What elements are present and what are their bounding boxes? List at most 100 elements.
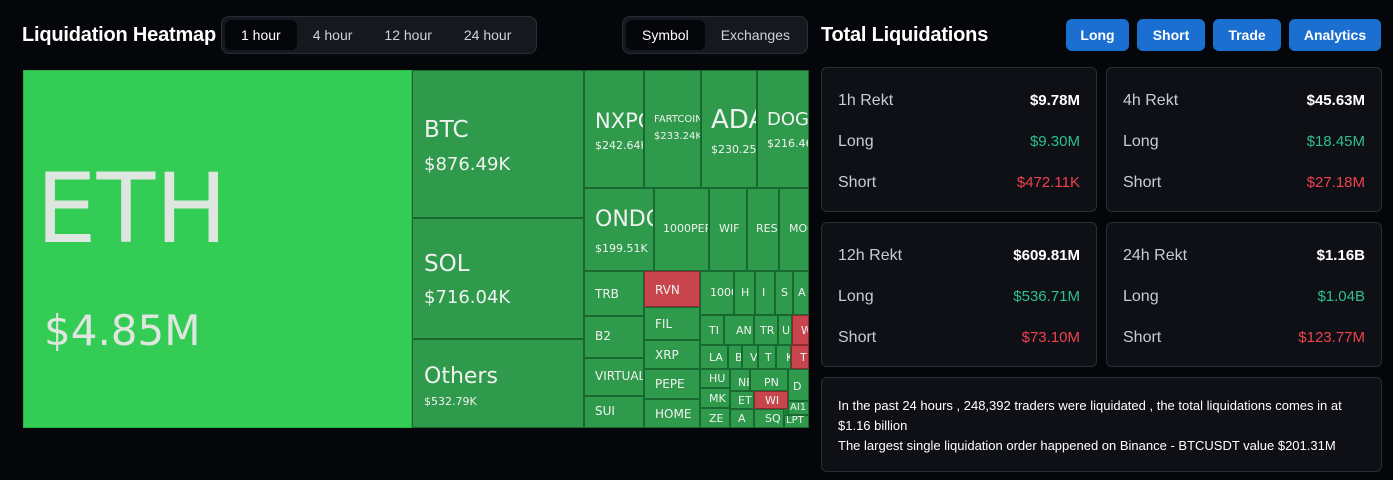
- long-value: $1.04B: [1317, 288, 1365, 305]
- stats-card-1h: 1h Rekt $9.78M Long $9.30M Short $472.11K: [821, 67, 1097, 212]
- tile-trb[interactable]: TRB: [584, 271, 644, 316]
- tile-small[interactable]: WI: [754, 391, 788, 409]
- tile-small[interactable]: TR: [754, 315, 778, 345]
- tile-ondo[interactable]: ONDO $199.51K: [584, 188, 654, 271]
- tile-res[interactable]: RES: [747, 188, 779, 271]
- tile-symbol: PEPE: [655, 377, 685, 391]
- tile-value: $199.51K: [595, 242, 648, 255]
- total-liquidations-title: Total Liquidations: [821, 24, 989, 46]
- tile-btc[interactable]: BTC $876.49K: [412, 70, 584, 218]
- tile-symbol: DOGE: [767, 109, 809, 130]
- tile-small[interactable]: H: [734, 271, 755, 315]
- long-label: Long: [1123, 133, 1159, 150]
- tile-xrp[interactable]: XRP: [644, 340, 700, 369]
- tile-small[interactable]: I: [755, 271, 775, 315]
- short-label: Short: [838, 174, 877, 191]
- tile-small[interactable]: T: [758, 345, 776, 369]
- tile-symbol: WIF: [719, 222, 740, 235]
- long-label: Long: [1123, 288, 1159, 305]
- card-label: 12h Rekt: [838, 247, 903, 264]
- tile-small[interactable]: MK: [700, 388, 730, 408]
- tile-sui[interactable]: SUI: [584, 396, 644, 428]
- tile-small[interactable]: V: [742, 345, 758, 369]
- short-button[interactable]: Short: [1137, 19, 1205, 51]
- tile-small[interactable]: T: [791, 345, 809, 369]
- tile-moo[interactable]: MOO: [779, 188, 809, 271]
- tile-symbol: ONDO: [595, 207, 653, 232]
- analytics-button[interactable]: Analytics: [1289, 19, 1381, 51]
- tile-symbol: 1000PEPE: [663, 222, 708, 235]
- tile-small[interactable]: B: [728, 345, 742, 369]
- tile-symbol: TRB: [595, 287, 619, 301]
- view-selector: Symbol Exchanges: [622, 16, 808, 54]
- long-label: Long: [838, 288, 874, 305]
- tab-exchanges[interactable]: Exchanges: [720, 27, 790, 43]
- tile-fil[interactable]: FIL: [644, 307, 700, 340]
- tile-others[interactable]: Others $532.79K: [412, 339, 584, 428]
- card-total: $9.78M: [1029, 92, 1080, 109]
- tile-small[interactable]: A: [730, 409, 754, 428]
- tile-symbol: FARTCOIN: [654, 114, 701, 125]
- short-value: $73.10M: [1021, 329, 1080, 346]
- summary-line-2: The largest single liquidation order hap…: [838, 438, 1336, 453]
- tile-pepe[interactable]: PEPE: [644, 369, 700, 399]
- tab-4-hour[interactable]: 4 hour: [312, 27, 353, 43]
- tile-small[interactable]: HU: [700, 369, 730, 388]
- tile-small[interactable]: AI1: [788, 401, 809, 415]
- tile-small[interactable]: LA: [700, 345, 728, 369]
- short-label: Short: [838, 329, 877, 346]
- stats-card-12h: 12h Rekt $609.81M Long $536.71M Short $73.1…: [821, 222, 1097, 367]
- tile-b2[interactable]: B2: [584, 316, 644, 358]
- long-button[interactable]: Long: [1066, 19, 1129, 51]
- tile-small[interactable]: W: [792, 315, 809, 345]
- trade-button[interactable]: Trade: [1213, 19, 1281, 51]
- tile-small[interactable]: A: [793, 271, 809, 315]
- tile-sol[interactable]: SOL $716.04K: [412, 218, 584, 339]
- tab-12-hour[interactable]: 12 hour: [384, 27, 432, 43]
- tile-symbol: XRP: [655, 348, 679, 362]
- tile-fartcoin[interactable]: FARTCOIN $233.24K: [644, 70, 701, 188]
- tile-value: $216.46K: [767, 137, 808, 150]
- liquidation-summary: In the past 24 hours , 248,392 traders w…: [821, 377, 1382, 472]
- tile-value: $230.25K: [711, 143, 757, 156]
- short-value: $472.11K: [1016, 174, 1080, 191]
- tile-small[interactable]: D: [788, 369, 809, 401]
- tile-small[interactable]: NE: [730, 369, 750, 391]
- short-value: $27.18M: [1306, 174, 1365, 191]
- tile-symbol: RVN: [655, 283, 680, 297]
- tile-value: $532.79K: [424, 395, 477, 408]
- card-label: 1h Rekt: [838, 92, 894, 109]
- tile-small[interactable]: ET: [730, 391, 754, 409]
- tile-small[interactable]: PN: [750, 369, 788, 391]
- tile-symbol: SOL: [424, 251, 470, 277]
- tile-wif[interactable]: WIF: [709, 188, 747, 271]
- tile-doge[interactable]: DOGE $216.46K: [757, 70, 809, 188]
- tile-symbol: ETH: [36, 153, 228, 265]
- stats-card-24h: 24h Rekt $1.16B Long $1.04B Short $123.77M: [1106, 222, 1382, 367]
- tile-small[interactable]: U: [778, 315, 792, 345]
- tile-small[interactable]: 1000: [700, 271, 734, 315]
- tile-virtual[interactable]: VIRTUAL: [584, 358, 644, 396]
- tile-small[interactable]: TI: [700, 315, 724, 345]
- tile-small[interactable]: S: [775, 271, 793, 315]
- tile-home[interactable]: HOME: [644, 399, 700, 428]
- tile-eth[interactable]: ETH $4.85M: [23, 70, 412, 428]
- long-value: $536.71M: [1013, 288, 1080, 305]
- tile-small[interactable]: SQ: [754, 409, 784, 428]
- timeframe-selector: 1 hour 4 hour 12 hour 24 hour: [221, 16, 537, 54]
- tile-small[interactable]: K: [776, 345, 791, 369]
- long-value: $18.45M: [1306, 133, 1365, 150]
- tab-symbol[interactable]: Symbol: [626, 20, 705, 50]
- tile-nxpc[interactable]: NXPC $242.64K: [584, 70, 644, 188]
- tab-24-hour[interactable]: 24 hour: [463, 27, 512, 43]
- tile-small[interactable]: LPT: [784, 415, 809, 428]
- tile-symbol: HOME: [655, 407, 692, 421]
- tile-rvn[interactable]: RVN: [644, 271, 700, 307]
- card-total: $609.81M: [1013, 247, 1080, 264]
- tile-small[interactable]: ZE: [700, 408, 730, 428]
- tile-value: $716.04K: [424, 287, 511, 308]
- tile-ada[interactable]: ADA $230.25K: [701, 70, 757, 188]
- tile-1000pepe[interactable]: 1000PEPE: [654, 188, 709, 271]
- tile-small[interactable]: AN: [724, 315, 754, 345]
- tab-1-hour[interactable]: 1 hour: [225, 20, 297, 50]
